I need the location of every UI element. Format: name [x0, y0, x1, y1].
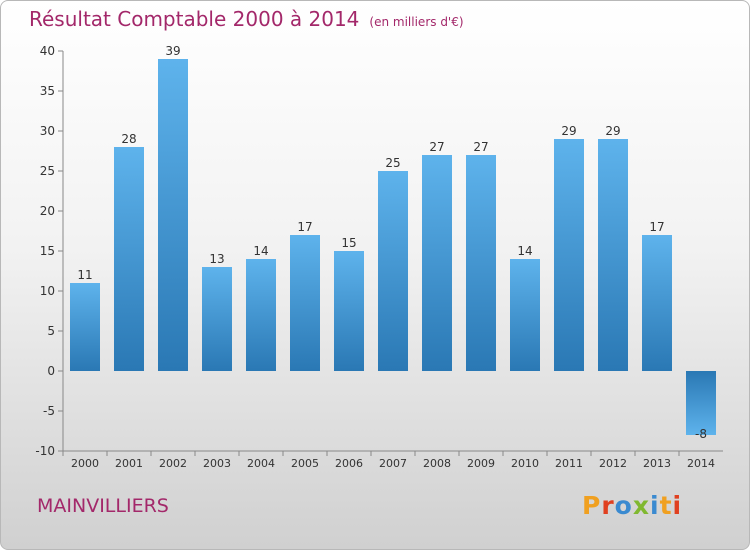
logo-letter: i	[672, 491, 683, 520]
y-tick-label: -10	[35, 444, 55, 458]
y-tick-label: 40	[40, 44, 55, 58]
data-label-2006: 15	[341, 236, 356, 250]
bar-2004	[246, 259, 276, 371]
bar-2014	[686, 371, 716, 435]
y-tick-label: 35	[40, 84, 55, 98]
x-tick-label: 2005	[291, 457, 319, 470]
data-label-2001: 28	[121, 132, 136, 146]
bar-2000	[70, 283, 100, 371]
x-tick-label: 2009	[467, 457, 495, 470]
logo-letter: r	[601, 491, 615, 520]
data-label-2009: 27	[473, 140, 488, 154]
data-label-2014: -8	[695, 427, 707, 441]
data-label-2012: 29	[605, 124, 620, 138]
x-tick-label: 2002	[159, 457, 187, 470]
chart-title: Résultat Comptable 2000 à 2014 (en millie…	[29, 7, 464, 31]
bar-2009	[466, 155, 496, 371]
proxiti-logo: Proxiti	[582, 491, 682, 520]
y-tick-label: 5	[47, 324, 55, 338]
data-label-2013: 17	[649, 220, 664, 234]
data-label-2003: 13	[209, 252, 224, 266]
bar-2007	[378, 171, 408, 371]
title-text: Résultat Comptable 2000 à 2014	[29, 7, 360, 31]
x-tick-label: 2003	[203, 457, 231, 470]
bar-2003	[202, 267, 232, 371]
x-tick-label: 2011	[555, 457, 583, 470]
x-tick-label: 2001	[115, 457, 143, 470]
bar-2012	[598, 139, 628, 371]
y-tick-label: 20	[40, 204, 55, 218]
y-tick-label: 15	[40, 244, 55, 258]
y-tick-label: 10	[40, 284, 55, 298]
data-label-2005: 17	[297, 220, 312, 234]
logo-letter: o	[614, 491, 633, 520]
logo-letter: t	[659, 491, 673, 520]
x-tick-label: 2013	[643, 457, 671, 470]
logo-letter: x	[632, 491, 650, 520]
logo-letter: i	[650, 491, 660, 520]
commune-name: MAINVILLIERS	[37, 495, 169, 517]
data-label-2007: 25	[385, 156, 400, 170]
data-label-2010: 14	[517, 244, 532, 258]
bar-2001	[114, 147, 144, 371]
data-label-2008: 27	[429, 140, 444, 154]
bar-2002	[158, 59, 188, 371]
bar-2008	[422, 155, 452, 371]
data-label-2000: 11	[77, 268, 92, 282]
data-label-2004: 14	[253, 244, 268, 258]
y-tick-label: 25	[40, 164, 55, 178]
bar-2006	[334, 251, 364, 371]
data-label-2011: 29	[561, 124, 576, 138]
unit-note: (en milliers d'€)	[369, 15, 464, 29]
bar-2013	[642, 235, 672, 371]
x-tick-label: 2010	[511, 457, 539, 470]
x-tick-label: 2004	[247, 457, 275, 470]
logo-letter: P	[582, 491, 602, 520]
y-tick-label: -5	[43, 404, 55, 418]
x-tick-label: 2008	[423, 457, 451, 470]
bar-2005	[290, 235, 320, 371]
x-tick-label: 2014	[687, 457, 715, 470]
y-tick-label: 30	[40, 124, 55, 138]
x-tick-label: 2012	[599, 457, 627, 470]
bar-2011	[554, 139, 584, 371]
bar-2010	[510, 259, 540, 371]
data-label-2002: 39	[165, 44, 180, 58]
x-tick-label: 2006	[335, 457, 363, 470]
x-tick-label: 2000	[71, 457, 99, 470]
y-tick-label: 0	[47, 364, 55, 378]
x-tick-label: 2007	[379, 457, 407, 470]
